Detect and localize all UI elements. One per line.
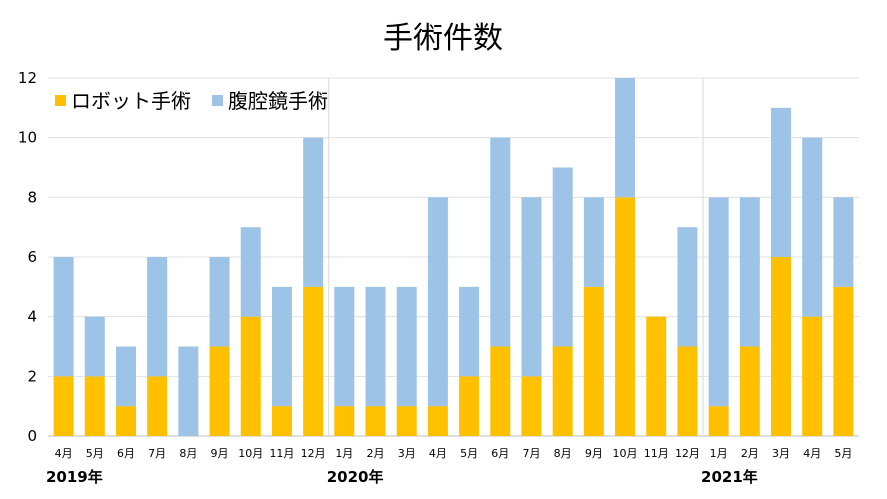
bar-laparoscopic-segment xyxy=(615,78,636,198)
bar-laparoscopic-segment xyxy=(53,257,74,377)
year-label: 2019年 xyxy=(46,468,103,486)
year-label: 2021年 xyxy=(701,468,758,486)
bar-laparoscopic-segment xyxy=(115,346,136,407)
bar-robot-segment xyxy=(677,346,698,436)
x-tick-label: 4月 xyxy=(429,447,447,460)
legend: ロボット手術 腹腔鏡手術 xyxy=(55,89,328,113)
legend-swatch-robot xyxy=(55,95,66,106)
bar-laparoscopic-segment xyxy=(521,197,542,377)
y-tick-label: 8 xyxy=(27,188,37,206)
x-tick-label: 1月 xyxy=(710,447,728,460)
bar-robot-segment xyxy=(833,286,854,436)
x-tick-label: 5月 xyxy=(460,447,478,460)
bar-laparoscopic-segment xyxy=(552,167,573,347)
x-tick-label: 5月 xyxy=(834,447,852,460)
bar-laparoscopic-segment xyxy=(739,197,760,347)
bar-laparoscopic-segment xyxy=(303,137,324,287)
x-tick-label: 8月 xyxy=(554,447,572,460)
x-tick-label: 2月 xyxy=(741,447,759,460)
bar-robot-segment xyxy=(303,286,324,436)
bar-robot-segment xyxy=(240,316,261,436)
bar-robot-segment xyxy=(147,376,168,436)
legend-label-laparoscopic: 腹腔鏡手術 xyxy=(228,89,328,113)
x-tick-label: 5月 xyxy=(86,447,104,460)
bar-laparoscopic-segment xyxy=(240,227,261,317)
x-tick-label: 3月 xyxy=(772,447,790,460)
bar-robot-segment xyxy=(552,346,573,436)
x-tick-label: 8月 xyxy=(179,447,197,460)
bar-laparoscopic-segment xyxy=(490,137,511,347)
bar-robot-segment xyxy=(771,257,792,436)
y-tick-label: 2 xyxy=(27,367,37,385)
y-tick-label: 12 xyxy=(18,69,37,87)
bar-laparoscopic-segment xyxy=(677,227,698,347)
x-tick-label: 4月 xyxy=(55,447,73,460)
bar-robot-segment xyxy=(427,406,448,436)
bar-laparoscopic-segment xyxy=(365,286,386,407)
x-tick-label: 10月 xyxy=(238,447,263,460)
year-label: 2020年 xyxy=(327,468,384,486)
bar-robot-segment xyxy=(53,376,74,436)
y-tick-label: 6 xyxy=(27,248,37,266)
bar-laparoscopic-segment xyxy=(396,286,417,407)
bar-robot-segment xyxy=(209,346,230,436)
y-axis-ticks: 0 2 4 6 8 10 12 xyxy=(18,69,37,445)
x-tick-label: 4月 xyxy=(803,447,821,460)
x-tick-label: 11月 xyxy=(269,447,294,460)
x-tick-label: 12月 xyxy=(301,447,326,460)
x-tick-label: 9月 xyxy=(211,447,229,460)
legend-label-robot: ロボット手術 xyxy=(71,89,191,113)
bar-robot-segment xyxy=(84,376,105,436)
bar-laparoscopic-segment xyxy=(271,286,292,407)
bar-laparoscopic-segment xyxy=(583,197,604,287)
bar-robot-segment xyxy=(521,376,542,436)
bar-laparoscopic-segment xyxy=(833,197,854,287)
legend-swatch-laparoscopic xyxy=(212,95,223,106)
y-tick-label: 4 xyxy=(27,308,37,326)
bar-laparoscopic-segment xyxy=(459,286,480,377)
x-tick-label: 7月 xyxy=(522,447,540,460)
bar-laparoscopic-segment xyxy=(209,257,230,347)
bar-robot-segment xyxy=(271,406,292,436)
bar-laparoscopic-segment xyxy=(147,257,168,377)
x-tick-label: 11月 xyxy=(644,447,669,460)
year-labels: 2019年 2020年 2021年 xyxy=(46,468,758,486)
gridlines xyxy=(48,77,859,437)
bar-robot-segment xyxy=(708,406,729,436)
bar-laparoscopic-segment xyxy=(84,316,105,377)
bar-robot-segment xyxy=(802,316,823,436)
x-tick-label: 2月 xyxy=(367,447,385,460)
bar-robot-segment xyxy=(583,286,604,436)
bar-laparoscopic-segment xyxy=(802,137,823,317)
bar-robot-segment xyxy=(739,346,760,436)
y-tick-label: 0 xyxy=(27,427,37,445)
bar-laparoscopic-segment xyxy=(771,107,792,257)
bar-robot-segment xyxy=(459,376,480,436)
x-tick-label: 12月 xyxy=(675,447,700,460)
bar-robot-segment xyxy=(365,406,386,436)
bar-robot-segment xyxy=(334,406,355,436)
bar-robot-segment xyxy=(115,406,136,436)
chart-title: 手術件数 xyxy=(383,21,503,56)
bar-laparoscopic-segment xyxy=(708,197,729,407)
bars xyxy=(53,78,854,436)
x-tick-label: 3月 xyxy=(398,447,416,460)
x-tick-label: 6月 xyxy=(491,447,509,460)
bar-robot-segment xyxy=(490,346,511,436)
bar-robot-segment xyxy=(646,316,667,436)
x-tick-label: 1月 xyxy=(335,447,353,460)
bar-robot-segment xyxy=(615,197,636,436)
bar-laparoscopic-segment xyxy=(427,197,448,407)
bar-laparoscopic-segment xyxy=(178,346,199,436)
bar-robot-segment xyxy=(396,406,417,436)
y-tick-label: 10 xyxy=(18,129,37,147)
x-axis-ticks: 4月 5月 6月 7月 8月 9月 10月 11月 12月 1月 2月 3月 4月 5月 6月 7月 8月 9月 1… xyxy=(55,447,853,460)
x-tick-label: 10月 xyxy=(613,447,638,460)
x-tick-label: 6月 xyxy=(117,447,135,460)
x-tick-label: 7月 xyxy=(148,447,166,460)
x-tick-label: 9月 xyxy=(585,447,603,460)
bar-laparoscopic-segment xyxy=(334,286,355,407)
